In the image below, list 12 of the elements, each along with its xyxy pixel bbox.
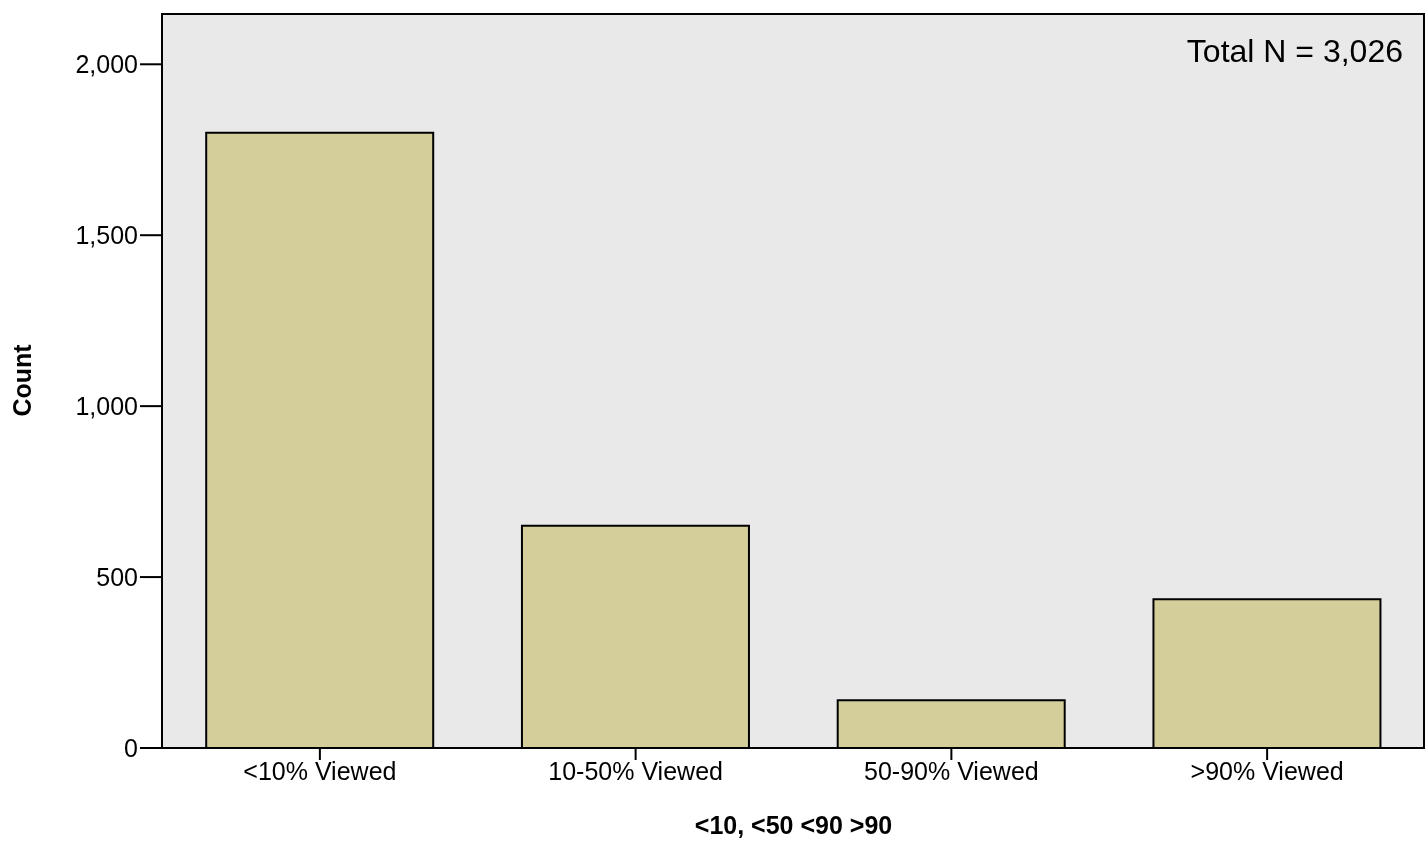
- x-axis-title: <10, <50 <90 >90: [694, 811, 893, 839]
- y-tick-label: 2,000: [75, 50, 138, 79]
- x-tick-label: 50-90% Viewed: [864, 756, 1039, 785]
- x-tick-label: >90% Viewed: [1190, 756, 1344, 785]
- annotation: Total N = 3,026: [1186, 33, 1403, 70]
- x-tick-label: <10% Viewed: [243, 756, 397, 785]
- y-tick-label: 1,500: [75, 221, 138, 250]
- y-tick-label: 500: [96, 562, 138, 591]
- x-tick-label: 10-50% Viewed: [548, 756, 723, 785]
- y-tick-label: 1,000: [75, 392, 138, 421]
- y-tick-label: 0: [124, 733, 138, 762]
- y-axis-title: Count: [7, 343, 36, 417]
